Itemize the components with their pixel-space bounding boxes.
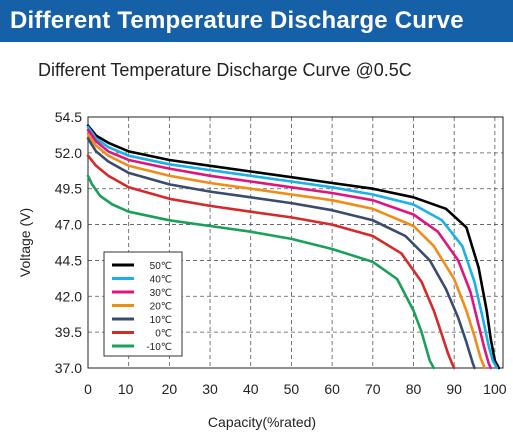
x-tick-labels: 0 10 20 30 40 50 60 70 80 90 100	[84, 381, 507, 397]
y-tick-labels: 37.0 39.5 42.0 44.5 47.0 49.5 52.0 54.5	[55, 109, 82, 376]
legend-label: 50℃	[150, 261, 172, 272]
x-tick-label: 90	[446, 381, 462, 397]
series-line	[86, 132, 487, 370]
series-line	[86, 137, 476, 370]
y-tick-label: 44.5	[55, 252, 82, 268]
legend-label: 10℃	[150, 315, 172, 326]
legend-label: 0℃	[155, 329, 172, 340]
chart-title: Different Temperature Discharge Curve @0…	[38, 60, 412, 80]
series-line	[86, 125, 499, 370]
y-tick-label: 47.0	[55, 217, 82, 233]
x-tick-label: 40	[243, 381, 259, 397]
series-line	[86, 128, 493, 370]
y-tick-label: 49.5	[55, 181, 82, 197]
x-tick-label: 30	[202, 381, 218, 397]
x-tick-label: 60	[324, 381, 340, 397]
legend-label: 30℃	[150, 288, 172, 299]
x-axis-label: Capacity(%rated)	[208, 414, 316, 430]
header-banner: Different Temperature Discharge Curve	[0, 0, 513, 42]
banner-title: Different Temperature Discharge Curve	[10, 7, 464, 34]
series-line	[86, 154, 456, 370]
x-tick-label: 70	[365, 381, 381, 397]
legend: 50℃ 40℃ 30℃ 20℃ 10℃ 0℃ -10℃	[103, 251, 183, 357]
series-lines	[86, 124, 501, 370]
y-tick-label: 37.0	[55, 360, 82, 376]
grid-lines	[88, 117, 503, 368]
legend-label: -10℃	[146, 342, 172, 353]
legend-label: 20℃	[150, 302, 172, 313]
y-tick-label: 54.5	[55, 109, 82, 125]
y-tick-label: 39.5	[55, 324, 82, 340]
x-tick-label: 50	[284, 381, 300, 397]
legend-label: 40℃	[150, 275, 172, 286]
y-axis-label: Voltage (V)	[17, 208, 33, 277]
plot-frame	[87, 116, 504, 369]
legend-box	[103, 251, 183, 357]
x-tick-label: 80	[406, 381, 422, 397]
x-tick-label: 20	[162, 381, 178, 397]
x-tick-label: 10	[118, 381, 134, 397]
series-line	[86, 124, 501, 370]
x-tick-label: 0	[84, 381, 92, 397]
y-tick-label: 52.0	[55, 145, 82, 161]
series-line	[86, 174, 436, 370]
x-tick-label: 100	[483, 381, 507, 397]
y-tick-label: 42.0	[55, 288, 82, 304]
